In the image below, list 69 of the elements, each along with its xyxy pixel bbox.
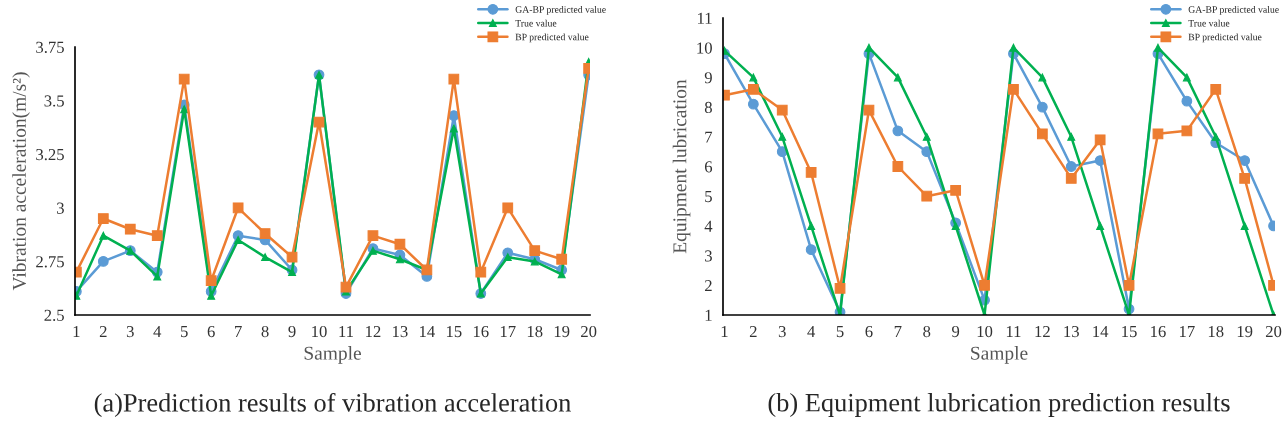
legend-label: True value	[1188, 19, 1230, 27]
x-tick-label: 20	[1265, 325, 1282, 338]
x-tick-label: 10	[312, 325, 327, 338]
y-tick-label: 6	[704, 161, 713, 173]
x-tick-label: 15	[446, 325, 462, 338]
legend-label: True value	[515, 19, 557, 27]
x-tick-label: 8	[261, 325, 269, 338]
legend-label: BP predicted value	[1188, 33, 1262, 43]
x-tick-label: 12	[366, 325, 381, 337]
y-tick-label: 2.75	[36, 256, 64, 268]
x-axis-title: Sample	[304, 346, 361, 364]
x-tick-label: 18	[1208, 325, 1224, 338]
y-tick-label: 10	[697, 42, 712, 54]
x-tick-label: 4	[807, 326, 816, 337]
x-tick-label: 1	[73, 325, 80, 337]
y-tick-label: 9	[704, 72, 712, 84]
y-tick-label: 7	[705, 131, 713, 143]
x-tick-label: 5	[836, 326, 844, 338]
x-tick-label: 8	[923, 325, 931, 338]
x-tick-label: 3	[126, 325, 134, 338]
y-tick-label: 3.25	[36, 148, 64, 161]
y-tick-label: 11	[698, 12, 712, 24]
x-tick-label: 10	[977, 325, 993, 338]
x-tick-label: 9	[952, 325, 960, 338]
x-tick-label: 6	[207, 325, 215, 338]
text: (b) Equipment lubrication prediction results	[768, 393, 1230, 417]
x-tick-label: 17	[500, 325, 516, 337]
x-tick-label: 18	[527, 325, 543, 338]
legend-label: GA-BP predicted value	[515, 5, 606, 15]
x-tick-label: 16	[1151, 325, 1166, 338]
text: (a)Prediction results of vibration acceleration	[94, 392, 571, 418]
y-tick-label: 2.5	[44, 309, 64, 322]
x-tick-label: 2	[99, 325, 107, 337]
x-tick-label: 3	[778, 325, 786, 338]
x-tick-label: 1	[721, 325, 728, 337]
x-tick-label: 11	[339, 325, 353, 337]
x-tick-label: 17	[1179, 325, 1195, 337]
legend-label: BP predicted value	[515, 33, 589, 43]
y-tick-label: 3	[705, 250, 712, 262]
y-tick-label: 3	[57, 202, 64, 214]
y-axis-title: Vibration acceleration(m/s²)	[12, 72, 30, 291]
x-tick-label: 2	[749, 325, 757, 337]
x-tick-label: 14	[420, 325, 435, 337]
y-tick-label: 3.75	[36, 41, 64, 54]
x-tick-label: 13	[1064, 325, 1079, 338]
y-tick-label: 4	[704, 220, 713, 232]
y-tick-label: 3.5	[44, 95, 64, 107]
x-tick-label: 12	[1035, 325, 1050, 337]
x-tick-label: 15	[1122, 325, 1137, 338]
x-tick-label: 7	[894, 326, 902, 337]
x-axis-title: Sample	[971, 346, 1028, 364]
x-tick-label: 19	[1237, 325, 1253, 338]
x-tick-label: 9	[288, 325, 296, 338]
y-tick-label: 8	[704, 101, 712, 114]
y-tick-label: 5	[705, 191, 712, 203]
y-tick-label: 1	[705, 309, 712, 321]
y-axis-title: Equipment lubrication	[672, 79, 691, 254]
legend-label: GA-BP predicted value	[1188, 5, 1279, 15]
y-tick-label: 2	[704, 280, 712, 292]
x-tick-label: 4	[153, 326, 162, 337]
x-tick-label: 16	[473, 325, 489, 338]
x-tick-label: 7	[235, 326, 242, 337]
x-tick-label: 5	[181, 326, 188, 338]
x-tick-label: 14	[1093, 325, 1109, 337]
x-tick-label: 19	[554, 325, 570, 338]
x-tick-label: 20	[581, 325, 597, 338]
x-tick-label: 6	[865, 325, 873, 338]
x-tick-label: 11	[1006, 325, 1021, 337]
x-tick-label: 13	[393, 325, 408, 338]
